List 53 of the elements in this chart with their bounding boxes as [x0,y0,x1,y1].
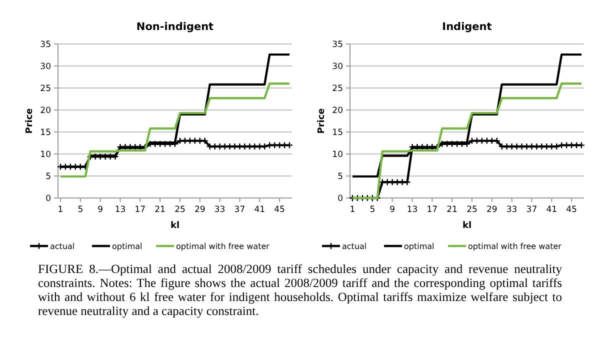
x-tick-label: 33 [506,205,518,215]
x-tick-label: 21 [154,205,166,215]
caption: FIGURE 8.—Optimal and actual 2008/2009 tariff schedules under capacity and revenue neutrality constraints. Notes: The figure shows the actual 2008/2009 tariff and the corresponding optimal tariffs with and without 6 kl free water for indigent households. Optimal tariffs maximize welfare subject to revenue neutrality and a capacity constraint. [38,262,562,318]
x-tick-label: 45 [566,205,577,215]
chart-title: Non-indigent [136,21,214,33]
x-tick-label: 13 [406,205,418,215]
y-tick-label: 15 [332,128,343,138]
x-tick-label: 41 [546,205,558,215]
y-tick-label: 5 [338,172,343,182]
x-axis-title: kl [462,221,472,231]
y-tick-label: 30 [40,62,51,72]
x-tick-label: 25 [174,205,186,215]
x-tick-label: 13 [114,205,126,215]
x-axis-title: kl [170,221,180,231]
x-tick-label: 29 [486,205,498,215]
y-tick-label: 10 [40,150,51,160]
y-tick-label: 35 [40,40,51,50]
x-tick-label: 25 [466,205,478,215]
y-tick-label: 10 [332,150,343,160]
y-tick-label: 35 [332,40,343,50]
legend-label: optimal [112,242,142,251]
y-tick-label: 15 [40,128,51,138]
x-tick-label: 29 [194,205,206,215]
x-tick-label: 41 [254,205,266,215]
y-axis-title: Price [317,108,327,134]
y-tick-label: 25 [40,84,51,94]
y-axis-title: Price [25,108,35,134]
y-tick-label: 5 [46,172,51,182]
y-tick-label: 25 [332,84,343,94]
x-tick-label: 45 [274,205,285,215]
y-tick-label: 20 [332,106,343,116]
x-tick-label: 17 [426,205,438,215]
x-tick-label: 33 [214,205,226,215]
x-tick-label: 37 [526,205,538,215]
legend-label: actual [50,242,75,251]
chart-title: Indigent [442,21,492,33]
x-tick-label: 37 [234,205,246,215]
x-tick-label: 17 [134,205,146,215]
x-tick-label: 5 [370,205,376,215]
y-tick-label: 0 [338,194,343,204]
y-tick-label: 20 [40,106,51,116]
x-tick-label: 1 [58,205,64,215]
legend-label: optimal with free water [468,242,562,251]
legend-label: optimal with free water [176,242,270,251]
legend-label: actual [342,242,367,251]
y-tick-label: 30 [332,62,343,72]
legend-label: optimal [404,242,434,251]
y-tick-label: 0 [46,194,51,204]
x-tick-label: 5 [78,205,84,215]
x-tick-label: 9 [98,205,104,215]
x-tick-label: 9 [390,205,396,215]
x-tick-label: 21 [446,205,458,215]
x-tick-label: 1 [350,205,356,215]
